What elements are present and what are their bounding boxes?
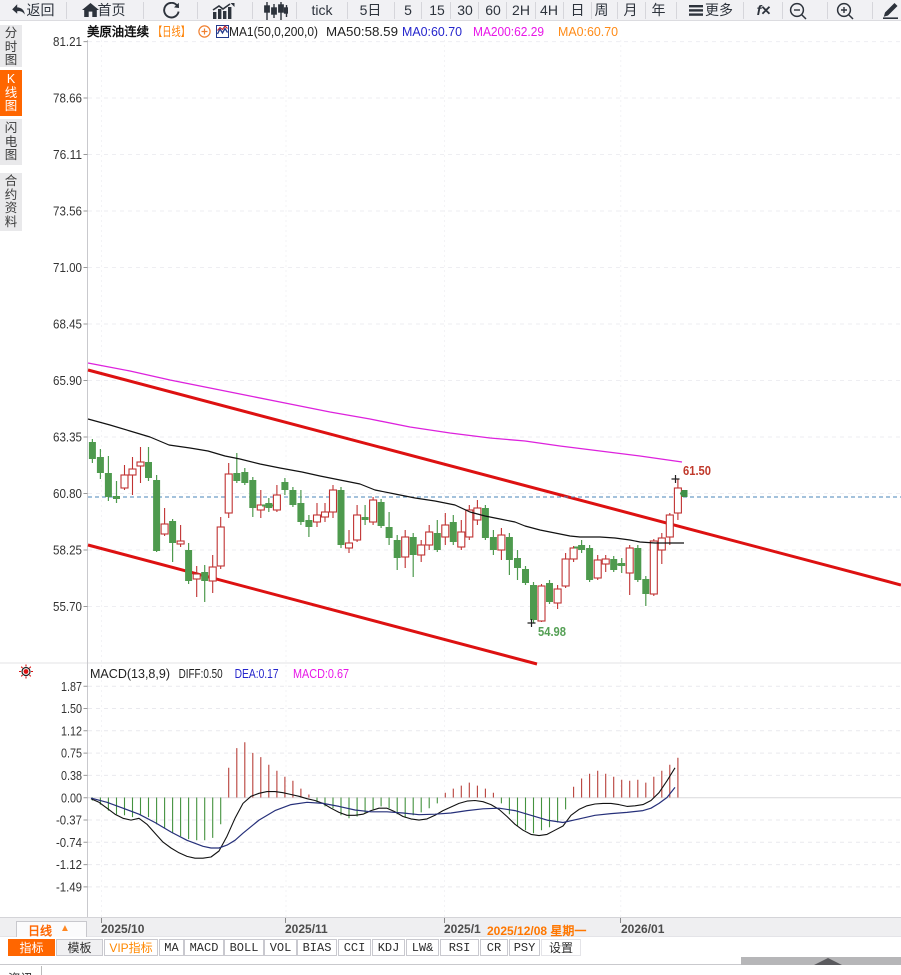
svg-text:71.00: 71.00 bbox=[53, 260, 82, 275]
svg-text:MACD:0.67: MACD:0.67 bbox=[293, 666, 349, 681]
svg-text:-0.37: -0.37 bbox=[56, 813, 82, 828]
svg-text:-0.74: -0.74 bbox=[56, 835, 82, 850]
svg-text:1.87: 1.87 bbox=[61, 679, 82, 694]
svg-text:0.00: 0.00 bbox=[61, 790, 82, 805]
svg-text:63.35: 63.35 bbox=[53, 430, 82, 445]
svg-text:-1.12: -1.12 bbox=[56, 857, 82, 872]
svg-text:0.38: 0.38 bbox=[61, 768, 82, 783]
svg-text:68.45: 68.45 bbox=[53, 317, 82, 332]
svg-text:MACD(13,8,9): MACD(13,8,9) bbox=[90, 666, 170, 681]
svg-text:0.75: 0.75 bbox=[61, 746, 82, 761]
svg-text:DIFF:0.50: DIFF:0.50 bbox=[179, 666, 223, 681]
svg-text:MA0:60.70: MA0:60.70 bbox=[558, 24, 618, 39]
svg-text:-1.49: -1.49 bbox=[56, 880, 82, 895]
svg-text:73.56: 73.56 bbox=[53, 204, 82, 219]
svg-text:76.11: 76.11 bbox=[53, 147, 82, 162]
svg-text:MA1(50,0,200,0): MA1(50,0,200,0) bbox=[229, 24, 318, 39]
svg-text:81.21: 81.21 bbox=[53, 34, 82, 49]
svg-text:1.12: 1.12 bbox=[61, 723, 82, 738]
svg-text:MA0:60.70: MA0:60.70 bbox=[402, 24, 462, 39]
svg-text:1.50: 1.50 bbox=[61, 701, 82, 716]
svg-text:58.25: 58.25 bbox=[53, 543, 82, 558]
svg-text:美原油连续: 美原油连续 bbox=[87, 24, 150, 39]
svg-text:60.80: 60.80 bbox=[53, 486, 82, 501]
svg-text:65.90: 65.90 bbox=[53, 373, 82, 388]
svg-text:MA50:58.59: MA50:58.59 bbox=[326, 24, 398, 39]
svg-text:61.50: 61.50 bbox=[683, 463, 711, 478]
svg-text:54.98: 54.98 bbox=[538, 624, 566, 639]
svg-text:DEA:0.17: DEA:0.17 bbox=[235, 666, 279, 681]
svg-text:【日线】: 【日线】 bbox=[153, 25, 190, 39]
svg-text:MA200:62.29: MA200:62.29 bbox=[473, 24, 544, 39]
svg-text:55.70: 55.70 bbox=[53, 599, 82, 614]
svg-text:78.66: 78.66 bbox=[53, 91, 82, 106]
